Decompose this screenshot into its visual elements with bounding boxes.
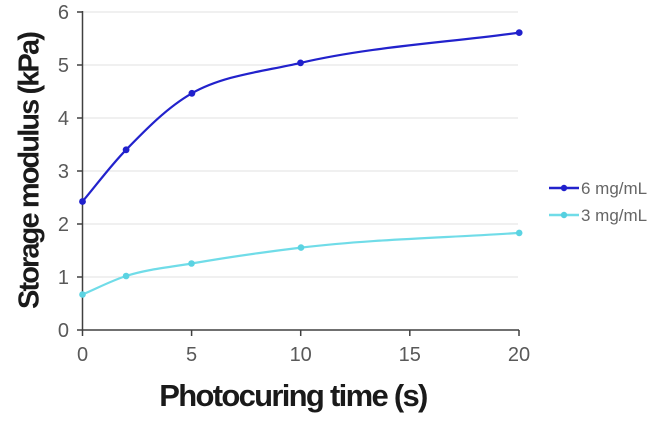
svg-text:3: 3 — [58, 161, 69, 183]
svg-text:5: 5 — [186, 344, 197, 366]
svg-text:1: 1 — [58, 267, 69, 289]
svg-text:10: 10 — [290, 344, 312, 366]
svg-text:Photocuring time (s): Photocuring time (s) — [159, 378, 427, 413]
svg-text:15: 15 — [399, 344, 421, 366]
svg-text:6 mg/mL: 6 mg/mL — [581, 179, 647, 198]
svg-text:0: 0 — [58, 320, 69, 342]
svg-text:5: 5 — [58, 55, 69, 77]
svg-text:6: 6 — [58, 2, 69, 24]
svg-text:Storage modulus (kPa): Storage modulus (kPa) — [14, 32, 46, 309]
svg-text:2: 2 — [58, 214, 69, 236]
svg-text:4: 4 — [58, 108, 69, 130]
svg-text:3 mg/mL: 3 mg/mL — [581, 206, 647, 225]
svg-text:0: 0 — [77, 344, 88, 366]
svg-text:20: 20 — [508, 344, 530, 366]
